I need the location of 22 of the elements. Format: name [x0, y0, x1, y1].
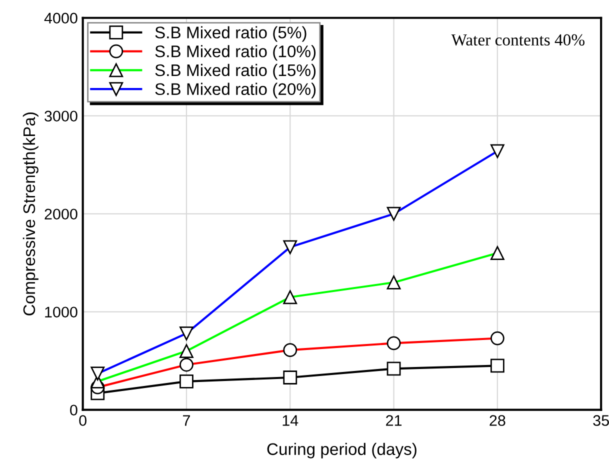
x-tick-label: 14 — [282, 415, 298, 426]
legend-label: S.B Mixed ratio (5%) — [155, 26, 306, 42]
y-tick-label: 2000 — [44, 208, 78, 220]
x-tick-label: 0 — [79, 415, 86, 426]
annotation: Water contents 40% — [451, 34, 584, 46]
point — [283, 370, 298, 384]
y-tick-label: 0 — [70, 404, 78, 416]
legend-label: S.B Mixed ratio (10%) — [155, 45, 316, 61]
legend-label: S.B Mixed ratio (15%) — [155, 64, 316, 80]
y-tick-label: 3000 — [44, 110, 78, 122]
x-tick-label: 7 — [183, 415, 190, 426]
point — [180, 374, 194, 388]
y-tick-label: 4000 — [44, 12, 78, 24]
x-tick-label: 35 — [593, 415, 609, 426]
point — [386, 362, 401, 376]
y-axis-title: Compressive Strength(kPa) — [22, 112, 38, 316]
y-tick-label: 1000 — [45, 306, 78, 318]
point — [490, 358, 504, 373]
x-tick-label: 21 — [386, 415, 402, 426]
x-tick-label: 28 — [490, 415, 506, 426]
x-axis-title: Curing period (days) — [267, 442, 416, 458]
legend-label: S.B Mixed ratio (20%) — [155, 82, 316, 98]
